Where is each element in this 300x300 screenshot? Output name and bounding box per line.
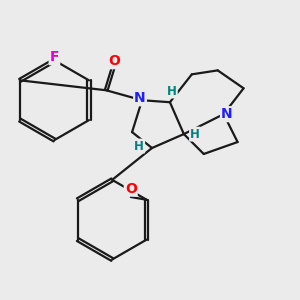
Text: N: N — [221, 107, 233, 121]
Text: H: H — [134, 140, 144, 152]
Text: F: F — [50, 50, 59, 64]
Text: O: O — [108, 54, 120, 68]
Text: O: O — [125, 182, 137, 196]
Text: N: N — [134, 91, 146, 105]
Text: H: H — [167, 85, 177, 98]
Text: H: H — [190, 128, 200, 141]
